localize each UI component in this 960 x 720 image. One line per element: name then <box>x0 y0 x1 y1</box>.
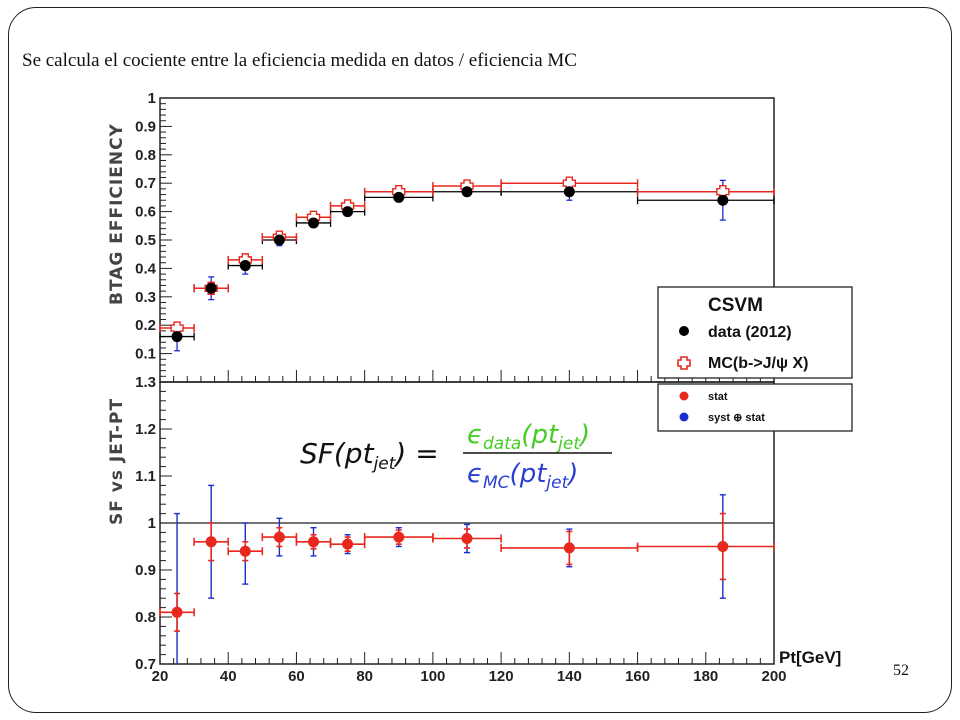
formula-den-arg-sub: jet <box>544 473 569 493</box>
top-ytick-label: 0.6 <box>135 204 156 221</box>
sf-point <box>273 531 285 543</box>
data-point <box>239 260 251 272</box>
formula-num-arg-sub: jet <box>556 434 581 454</box>
formula-num-sub: data <box>483 434 521 454</box>
data-point <box>393 191 405 203</box>
data-point <box>308 217 319 229</box>
top-legend: CSVM data (2012) MC(b->J/ψ X) <box>657 286 853 379</box>
sf-point <box>393 531 405 543</box>
data-point <box>205 282 217 294</box>
svg-text:SF(ptjet) =: SF(ptjet) = <box>300 437 439 474</box>
svg-text:ϵMC(ptjet): ϵMC(ptjet) <box>467 459 578 493</box>
data-point <box>563 186 575 198</box>
bottom-ytick-label: 0.9 <box>135 562 156 579</box>
bottom-xtick-label: 140 <box>557 668 582 685</box>
svg-text:ϵdata(ptjet): ϵdata(ptjet) <box>467 420 590 454</box>
sf-point <box>717 541 729 552</box>
sf-point <box>563 542 575 554</box>
bottom-xtick-label: 160 <box>625 668 650 685</box>
sf-formula: SF(ptjet) = ϵdata(ptjet) ϵMC(ptjet) <box>300 420 612 493</box>
sf-point <box>461 533 473 545</box>
bottom-xtick-label: 80 <box>356 668 373 685</box>
legend-title: CSVM <box>708 295 763 316</box>
formula-lhs: SF(pt <box>300 437 375 470</box>
bottom-xtick-label: 60 <box>288 668 305 685</box>
data-point <box>342 206 354 218</box>
sf-point <box>205 536 217 548</box>
legend-syst-marker <box>679 412 689 422</box>
slide-number: 52 <box>893 662 909 679</box>
sf-point <box>171 606 183 618</box>
bottom-ytick-label: 1 <box>148 515 156 532</box>
legend-stat-marker <box>679 391 689 401</box>
sf-point <box>342 538 354 550</box>
bottom-ytick-label: 0.8 <box>135 609 156 626</box>
bottom-xtick-label: 180 <box>693 668 718 685</box>
top-ytick-label: 0.5 <box>135 232 156 249</box>
bottom-legend: stat syst ⊕ stat <box>657 383 853 432</box>
bottom-ytick-label: 0.7 <box>135 656 156 673</box>
data-point <box>461 186 473 198</box>
top-ytick-label: 1 <box>148 90 156 107</box>
formula-lhs-sub: jet <box>372 454 397 474</box>
top-ytick-label: 0.8 <box>135 147 156 164</box>
legend-stat-label: stat <box>708 391 728 403</box>
bottom-xtick-label: 100 <box>420 668 445 685</box>
bottom-ytick-label: 1.3 <box>135 374 156 391</box>
top-ylabel: BTAG EFFICIENCY <box>107 123 127 305</box>
formula-num-arg: (pt <box>521 420 559 450</box>
bottom-xtick-label: 40 <box>220 668 237 685</box>
legend-mc-label: MC(b->J/ψ X) <box>708 355 809 372</box>
bottom-xtick-label: 200 <box>761 668 786 685</box>
bottom-ytick-label: 1.1 <box>135 468 156 485</box>
top-ytick-label: 0.1 <box>135 346 156 363</box>
bottom-ytick-label: 1.2 <box>135 421 156 438</box>
formula-num-epsilon: ϵ <box>467 420 483 450</box>
legend-data-label: data (2012) <box>708 324 792 341</box>
legend-syst-label: syst ⊕ stat <box>708 412 765 424</box>
bottom-xtick-label: 20 <box>152 668 169 685</box>
top-ytick-label: 0.3 <box>135 289 156 306</box>
bottom-ylabel: SF vs JET-PT <box>107 398 127 525</box>
top-ytick-label: 0.9 <box>135 118 156 135</box>
legend-mc-marker <box>677 356 691 370</box>
x-axis-label: Pt[GeV] <box>779 648 841 667</box>
top-ytick-label: 0.2 <box>135 317 156 334</box>
formula-den-sub: MC <box>483 473 510 493</box>
slide-frame <box>8 7 952 713</box>
sf-point <box>239 545 251 557</box>
top-ytick-label: 0.4 <box>135 260 157 277</box>
slide-caption: Se calcula el cociente entre la eficienc… <box>22 50 577 71</box>
bottom-xtick-label: 120 <box>489 668 514 685</box>
legend-data-marker <box>679 326 689 336</box>
formula-den-arg: (pt <box>510 459 548 489</box>
data-point <box>273 234 285 246</box>
sf-point <box>308 536 319 548</box>
formula-den-epsilon: ϵ <box>467 459 483 489</box>
data-point <box>717 194 729 206</box>
data-point <box>171 331 183 343</box>
top-ytick-label: 0.7 <box>135 175 156 192</box>
